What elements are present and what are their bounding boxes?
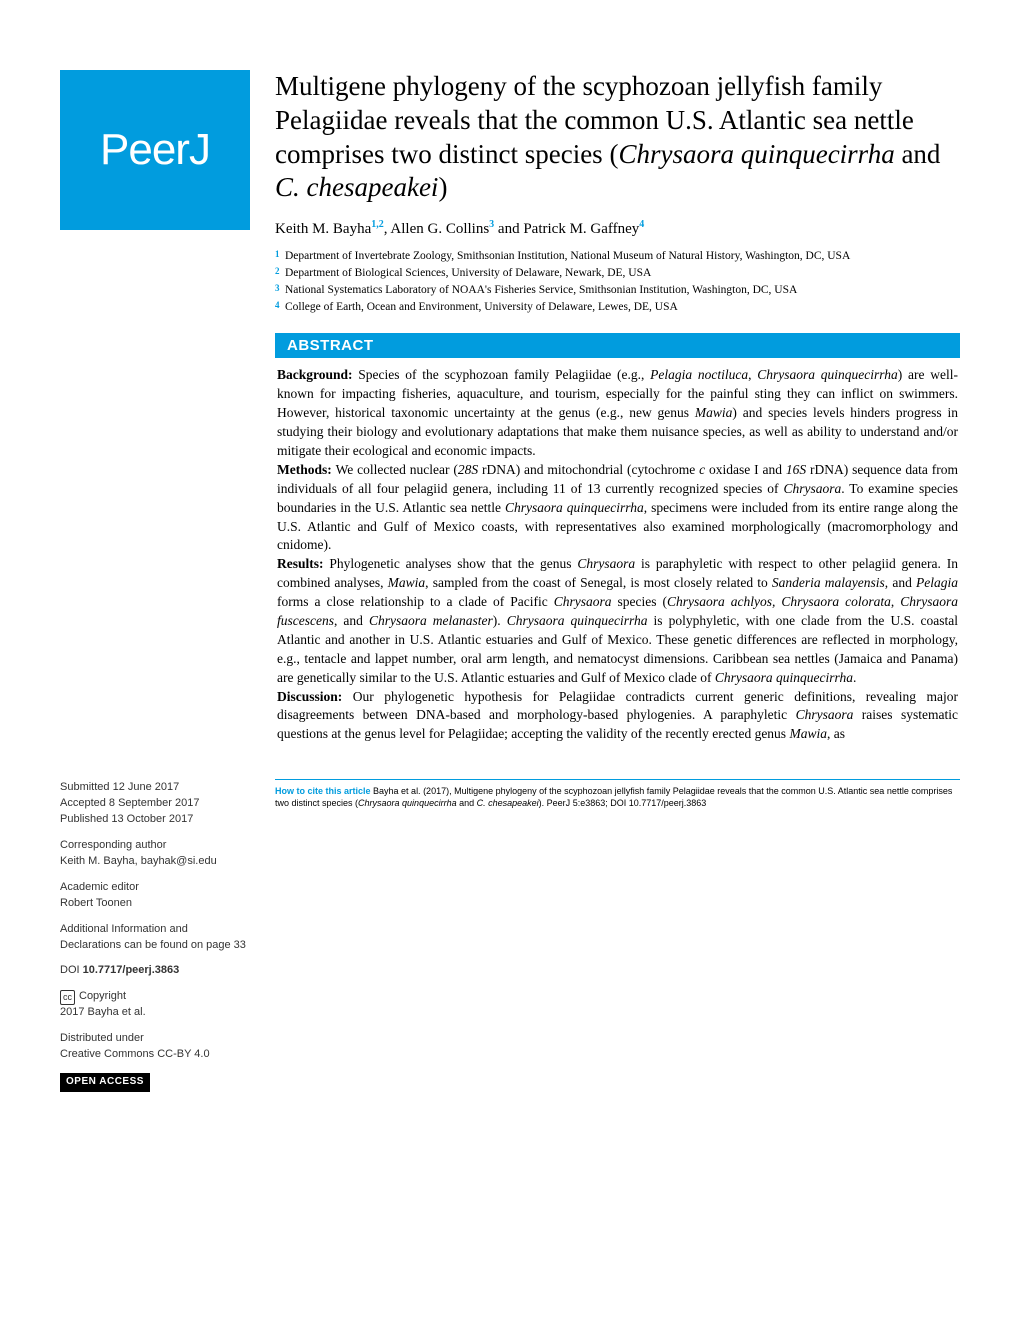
dist-label: Distributed under (60, 1031, 250, 1047)
abstract-header: ABSTRACT (275, 333, 960, 358)
copyright-value: 2017 Bayha et al. (60, 1005, 250, 1021)
distribution-block: Distributed under Creative Commons CC-BY… (60, 1031, 250, 1063)
doi-value: 10.7717/peerj.3863 (83, 964, 180, 976)
open-access-badge: OPEN ACCESS (60, 1073, 150, 1092)
aff-text-4: College of Earth, Ocean and Environment,… (285, 299, 678, 315)
editor-block: Academic editor Robert Toonen (60, 880, 250, 912)
results-label: Results: (277, 556, 329, 571)
corresponding-author-block: Corresponding author Keith M. Bayha, bay… (60, 838, 250, 870)
author-3-sup: 4 (639, 219, 644, 230)
methods-label: Methods: (277, 462, 336, 477)
article-title: Multigene phylogeny of the scyphozoan je… (275, 70, 960, 205)
editor-value: Robert Toonen (60, 896, 250, 912)
corresponding-label: Corresponding author (60, 838, 250, 854)
submitted-label: Submitted (60, 781, 113, 793)
discussion-label: Discussion: (277, 689, 353, 704)
copyright-label: Copyright (79, 989, 126, 1005)
author-2: , Allen G. Collins (384, 221, 489, 237)
background-label: Background: (277, 367, 358, 382)
author-3: and Patrick M. Gaffney (494, 221, 639, 237)
aff-num-2: 2 (275, 265, 282, 281)
accepted-label: Accepted (60, 797, 109, 809)
article-metadata: Submitted 12 June 2017 Accepted 8 Septem… (60, 780, 250, 1092)
aff-num-3: 3 (275, 282, 282, 298)
dates-block: Submitted 12 June 2017 Accepted 8 Septem… (60, 780, 250, 828)
additional-info: Additional Information and Declarations … (60, 922, 250, 954)
aff-num-4: 4 (275, 299, 282, 315)
doi-label: DOI (60, 964, 83, 976)
citation-footer: How to cite this article Bayha et al. (2… (275, 779, 960, 809)
published-date: 13 October 2017 (111, 813, 193, 825)
abstract-body: Background: Species of the scyphozoan fa… (275, 358, 960, 744)
logo-text: PeerJ (100, 125, 210, 175)
cc-icon: cc (60, 990, 75, 1005)
author-1: Keith M. Bayha (275, 221, 371, 237)
copyright-block: cc Copyright 2017 Bayha et al. (60, 989, 250, 1021)
sidebar: PeerJ Submitted 12 June 2017 Accepted 8 … (60, 70, 250, 1102)
doi-block: DOI 10.7717/peerj.3863 (60, 963, 250, 979)
author-1-sup: 1,2 (371, 219, 384, 230)
submitted-date: 12 June 2017 (113, 781, 180, 793)
aff-text-2: Department of Biological Sciences, Unive… (285, 265, 651, 281)
main-content: Multigene phylogeny of the scyphozoan je… (275, 70, 960, 1102)
editor-label: Academic editor (60, 880, 250, 896)
aff-text-3: National Systematics Laboratory of NOAA'… (285, 282, 797, 298)
dist-value: Creative Commons CC-BY 4.0 (60, 1047, 250, 1063)
authors: Keith M. Bayha1,2, Allen G. Collins3 and… (275, 219, 960, 238)
aff-num-1: 1 (275, 248, 282, 264)
journal-logo: PeerJ (60, 70, 250, 230)
affiliations: 1Department of Invertebrate Zoology, Smi… (275, 248, 960, 315)
published-label: Published (60, 813, 111, 825)
aff-text-1: Department of Invertebrate Zoology, Smit… (285, 248, 850, 264)
accepted-date: 8 September 2017 (109, 797, 200, 809)
corresponding-value: Keith M. Bayha, bayhak@si.edu (60, 854, 250, 870)
cite-label: How to cite this article (275, 786, 373, 796)
